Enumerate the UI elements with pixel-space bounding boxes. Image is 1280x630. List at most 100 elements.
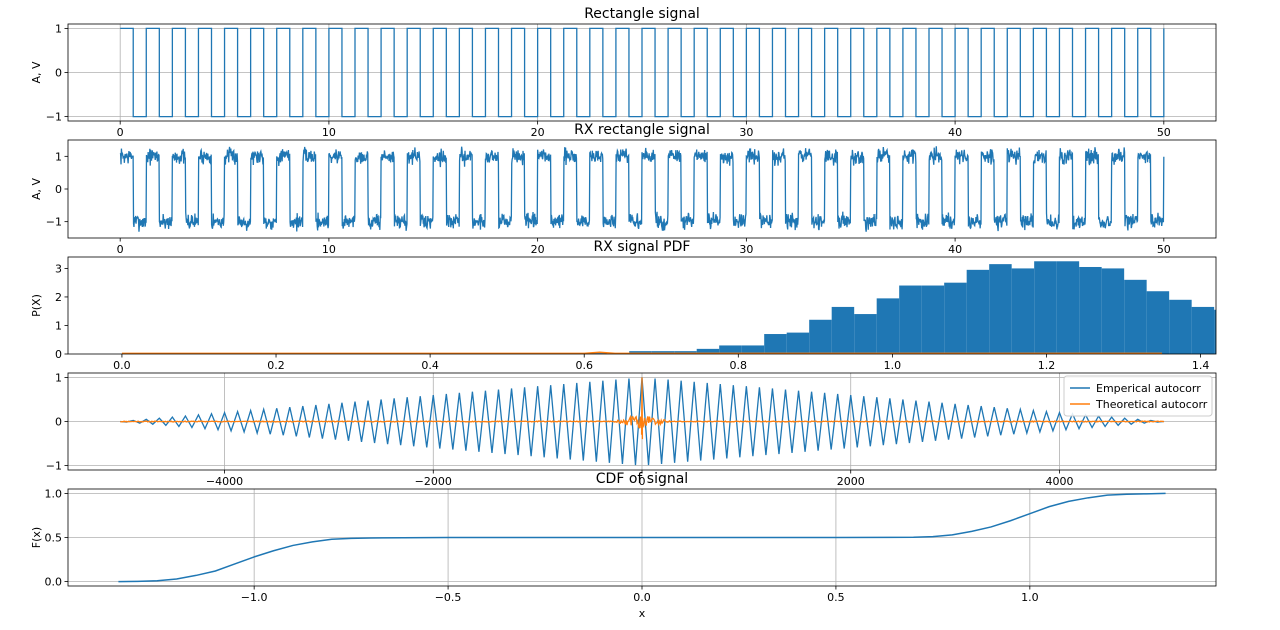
histogram-bar bbox=[764, 334, 787, 354]
histogram-bar bbox=[1146, 291, 1170, 354]
signal-line bbox=[119, 146, 1165, 232]
histogram-bar bbox=[696, 348, 720, 354]
y-axis-label: A, V bbox=[30, 61, 43, 84]
x-tick-label: 0.0 bbox=[113, 359, 131, 372]
y-tick-label: −1 bbox=[46, 216, 62, 229]
y-tick-label: 1 bbox=[55, 22, 62, 35]
histogram-bar bbox=[1079, 266, 1102, 354]
y-axis-label: F(x) bbox=[30, 527, 43, 548]
legend-box bbox=[1063, 375, 1213, 417]
plot-area bbox=[118, 492, 1166, 583]
y-tick-label: 1 bbox=[55, 371, 62, 384]
y-axis-label: A, V bbox=[30, 178, 43, 201]
rx-rectangle-signal-panel: A, V 0 10 20 30 40 50 −1 0 1 RX rectangle signal bbox=[30, 122, 1217, 256]
histogram-bar bbox=[831, 306, 855, 354]
legend: Emperical autocorr Theoretical autocorr bbox=[1063, 375, 1213, 417]
y-tick-label: 1.0 bbox=[45, 487, 63, 500]
x-tick-label: 0.5 bbox=[827, 591, 845, 604]
x-tick-label: 10 bbox=[322, 126, 336, 139]
autocorrelation-panel: −4000 −2000 0 2000 4000 −1 0 1 Emperical autoco… bbox=[46, 371, 1217, 488]
histogram-bar bbox=[1124, 279, 1147, 354]
signal-line bbox=[120, 27, 1165, 118]
plot-area bbox=[121, 261, 1280, 354]
histogram-bar bbox=[899, 285, 922, 354]
histogram-bar bbox=[1169, 299, 1192, 354]
histogram-bar bbox=[651, 351, 675, 354]
histogram-bar bbox=[584, 353, 607, 354]
histogram-bar bbox=[1101, 268, 1125, 354]
x-tick-label: 0.8 bbox=[730, 359, 748, 372]
x-axis-label: x bbox=[639, 607, 646, 620]
histogram-bar bbox=[921, 285, 945, 354]
x-tick-label: 0 bbox=[639, 475, 646, 488]
histogram-bar bbox=[809, 319, 832, 354]
histogram-bar bbox=[1034, 261, 1057, 354]
x-tick-label: 0.0 bbox=[633, 591, 651, 604]
x-tick-label: −0.5 bbox=[435, 591, 462, 604]
histogram-bar bbox=[876, 298, 900, 354]
x-tick-label: 40 bbox=[948, 243, 962, 256]
histogram-bar bbox=[989, 264, 1012, 354]
x-tick-label: 1.4 bbox=[1192, 359, 1210, 372]
y-tick-label: 1 bbox=[55, 150, 62, 163]
panel-title: CDF of signal bbox=[596, 471, 688, 487]
x-tick-label: 4000 bbox=[1045, 475, 1073, 488]
panel-title: RX signal PDF bbox=[594, 239, 691, 255]
histogram-bar bbox=[854, 314, 877, 354]
y-tick-label: 2 bbox=[55, 291, 62, 304]
histogram-bar bbox=[944, 282, 967, 354]
x-tick-label: 50 bbox=[1157, 243, 1171, 256]
panel-title: RX rectangle signal bbox=[574, 122, 710, 138]
plot-area bbox=[119, 146, 1165, 232]
y-tick-label: 1 bbox=[55, 319, 62, 332]
x-tick-label: 30 bbox=[739, 243, 753, 256]
y-tick-label: −1 bbox=[46, 111, 62, 124]
theoretical-autocorr-line bbox=[120, 377, 1165, 440]
x-tick-label: 20 bbox=[531, 126, 545, 139]
histogram-bar bbox=[1259, 325, 1280, 354]
histogram-bar bbox=[786, 332, 810, 354]
x-tick-label: 1.0 bbox=[1021, 591, 1039, 604]
y-tick-label: 0.5 bbox=[45, 532, 63, 545]
histogram-bar bbox=[629, 351, 652, 354]
x-tick-label: 0 bbox=[117, 243, 124, 256]
y-axis-label: P(X) bbox=[30, 294, 43, 317]
x-tick-label: 1.2 bbox=[1038, 359, 1056, 372]
rx-signal-pdf-panel: P(X) 0.0 0.2 0.4 0.6 0.8 1.0 1.2 1.4 0 1 2 3 RX sign… bbox=[30, 239, 1280, 372]
cdf-panel: F(x) x −1.0 −0.5 0.0 0.5 1.0 0.0 0.5 1.0 CDF of … bbox=[30, 471, 1217, 620]
histogram-bar bbox=[741, 345, 765, 354]
x-tick-label: 0.2 bbox=[267, 359, 285, 372]
y-tick-label: 0 bbox=[55, 67, 62, 80]
rectangle-signal-panel: A, V 0 10 20 30 40 50 −1 0 1 Rectangle signal bbox=[30, 6, 1217, 139]
y-tick-label: 0 bbox=[55, 183, 62, 196]
x-tick-label: 1.0 bbox=[884, 359, 902, 372]
legend-entry-emperical: Emperical autocorr bbox=[1096, 382, 1201, 395]
x-tick-label: 30 bbox=[739, 126, 753, 139]
y-tick-label: −1 bbox=[46, 460, 62, 473]
plot-area bbox=[120, 27, 1165, 118]
y-tick-label: 0.0 bbox=[45, 576, 63, 589]
histogram-bar bbox=[719, 345, 742, 354]
x-tick-label: 0 bbox=[117, 126, 124, 139]
histogram-bar bbox=[966, 269, 990, 354]
plot-area bbox=[120, 377, 1165, 466]
panel-title: Rectangle signal bbox=[584, 6, 700, 22]
x-tick-label: 10 bbox=[322, 243, 336, 256]
x-tick-label: 40 bbox=[948, 126, 962, 139]
histogram-bar bbox=[1191, 306, 1215, 354]
x-tick-label: −1.0 bbox=[241, 591, 268, 604]
x-tick-label: 2000 bbox=[837, 475, 865, 488]
x-tick-label: −4000 bbox=[206, 475, 243, 488]
axes-frame bbox=[67, 256, 1217, 355]
histogram-bar bbox=[1237, 318, 1259, 354]
histogram-bar bbox=[674, 351, 697, 354]
y-tick-label: 0 bbox=[55, 348, 62, 361]
cdf-line bbox=[118, 492, 1166, 583]
histogram-bar bbox=[1011, 268, 1035, 354]
histogram-bar bbox=[1056, 261, 1080, 354]
x-tick-label: 0.4 bbox=[421, 359, 439, 372]
y-tick-label: 3 bbox=[55, 262, 62, 275]
x-tick-label: −2000 bbox=[415, 475, 452, 488]
x-tick-label: 0.6 bbox=[575, 359, 593, 372]
